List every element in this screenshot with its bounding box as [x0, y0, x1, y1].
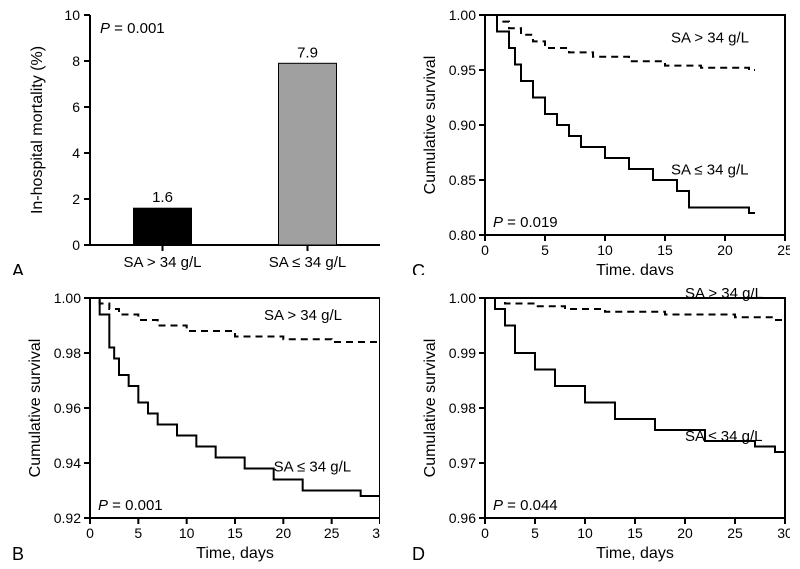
- category-label: SA ≤ 34 g/L: [269, 254, 346, 271]
- svg-text:25: 25: [777, 242, 790, 258]
- svg-text:1.00: 1.00: [54, 290, 81, 306]
- y-axis-label: Cumulative survival: [27, 339, 44, 478]
- svg-text:0.97: 0.97: [449, 455, 476, 471]
- svg-text:20: 20: [677, 525, 693, 541]
- svg-text:0.80: 0.80: [449, 227, 476, 243]
- svg-text:0.99: 0.99: [449, 345, 476, 361]
- p-value: P = 0.001: [98, 497, 163, 514]
- svg-text:5: 5: [134, 525, 142, 541]
- panel-label: B: [12, 544, 24, 563]
- svg-text:0.92: 0.92: [54, 510, 81, 526]
- panel-C: 0.80 0.85 0.90 0.95 1.00 0 5 10 15 20 25 Cumulative…: [410, 5, 790, 275]
- svg-text:10: 10: [64, 7, 80, 23]
- svg-text:0: 0: [481, 525, 489, 541]
- svg-text:0.98: 0.98: [449, 400, 476, 416]
- x-axis-label: Time, days: [596, 545, 674, 562]
- svg-text:10: 10: [577, 525, 593, 541]
- category-label: SA > 34 g/L: [124, 254, 202, 271]
- svg-text:20: 20: [717, 242, 733, 258]
- svg-text:0.94: 0.94: [54, 455, 81, 471]
- svg-text:20: 20: [276, 525, 292, 541]
- svg-text:15: 15: [627, 525, 643, 541]
- figure-grid: 0 2 4 6 8 10 In-hospital mortality (%) 1.6 SA > …: [0, 0, 800, 569]
- svg-text:5: 5: [541, 242, 549, 258]
- svg-text:30: 30: [777, 525, 790, 541]
- x-axis-label: Time, days: [596, 262, 674, 275]
- panel-B: 0.92 0.94 0.96 0.98 1.00 0 5 10 15 20 25 30 Cumulati…: [10, 288, 380, 563]
- p-value: P = 0.044: [493, 497, 558, 514]
- p-value: P = 0.019: [493, 214, 558, 231]
- panel-D: 0.96 0.97 0.98 0.99 1.00 0 5 10 15 20 25 30 Cumulati…: [410, 288, 790, 563]
- svg-text:0: 0: [86, 525, 94, 541]
- svg-text:15: 15: [227, 525, 243, 541]
- panel-label: C: [412, 261, 425, 275]
- svg-text:30: 30: [372, 525, 380, 541]
- svg-text:25: 25: [727, 525, 743, 541]
- svg-text:25: 25: [324, 525, 340, 541]
- series-label: SA > 34 g/L: [685, 288, 763, 302]
- svg-text:8: 8: [72, 53, 80, 69]
- bar-value-label: 1.6: [152, 189, 173, 206]
- survival-curve: [485, 298, 785, 513]
- panel-label: A: [12, 261, 24, 275]
- svg-text:1.00: 1.00: [449, 290, 476, 306]
- svg-text:6: 6: [72, 99, 80, 115]
- series-label: SA > 34 g/L: [264, 307, 342, 324]
- svg-text:10: 10: [597, 242, 613, 258]
- svg-text:0.95: 0.95: [449, 62, 476, 78]
- svg-text:10: 10: [179, 525, 195, 541]
- panel-label: D: [412, 544, 425, 563]
- svg-text:5: 5: [531, 525, 539, 541]
- svg-text:15: 15: [657, 242, 673, 258]
- series-label: SA > 34 g/L: [671, 30, 749, 47]
- series-label: SA ≤ 34 g/L: [685, 428, 762, 445]
- svg-text:0.96: 0.96: [54, 400, 81, 416]
- y-axis-label: Cumulative survival: [422, 56, 439, 195]
- panel-A: 0 2 4 6 8 10 In-hospital mortality (%) 1.6 SA > …: [10, 5, 380, 275]
- series-label: SA ≤ 34 g/L: [671, 162, 748, 179]
- series-label: SA ≤ 34 g/L: [274, 458, 351, 475]
- y-axis-label: Cumulative survival: [422, 339, 439, 478]
- svg-text:2: 2: [72, 191, 80, 207]
- svg-text:0.96: 0.96: [449, 510, 476, 526]
- svg-text:1.00: 1.00: [449, 7, 476, 23]
- svg-text:0.85: 0.85: [449, 172, 476, 188]
- bar-value-label: 7.9: [297, 44, 318, 61]
- bar: [134, 208, 192, 245]
- svg-text:0.90: 0.90: [449, 117, 476, 133]
- svg-text:0: 0: [72, 237, 80, 253]
- p-value: P = 0.001: [100, 20, 165, 37]
- x-axis-label: Time, days: [196, 545, 274, 562]
- y-axis-label: In-hospital mortality (%): [29, 46, 46, 214]
- svg-text:0.98: 0.98: [54, 345, 81, 361]
- bar: [279, 63, 337, 245]
- svg-text:0: 0: [481, 242, 489, 258]
- svg-text:4: 4: [72, 145, 80, 161]
